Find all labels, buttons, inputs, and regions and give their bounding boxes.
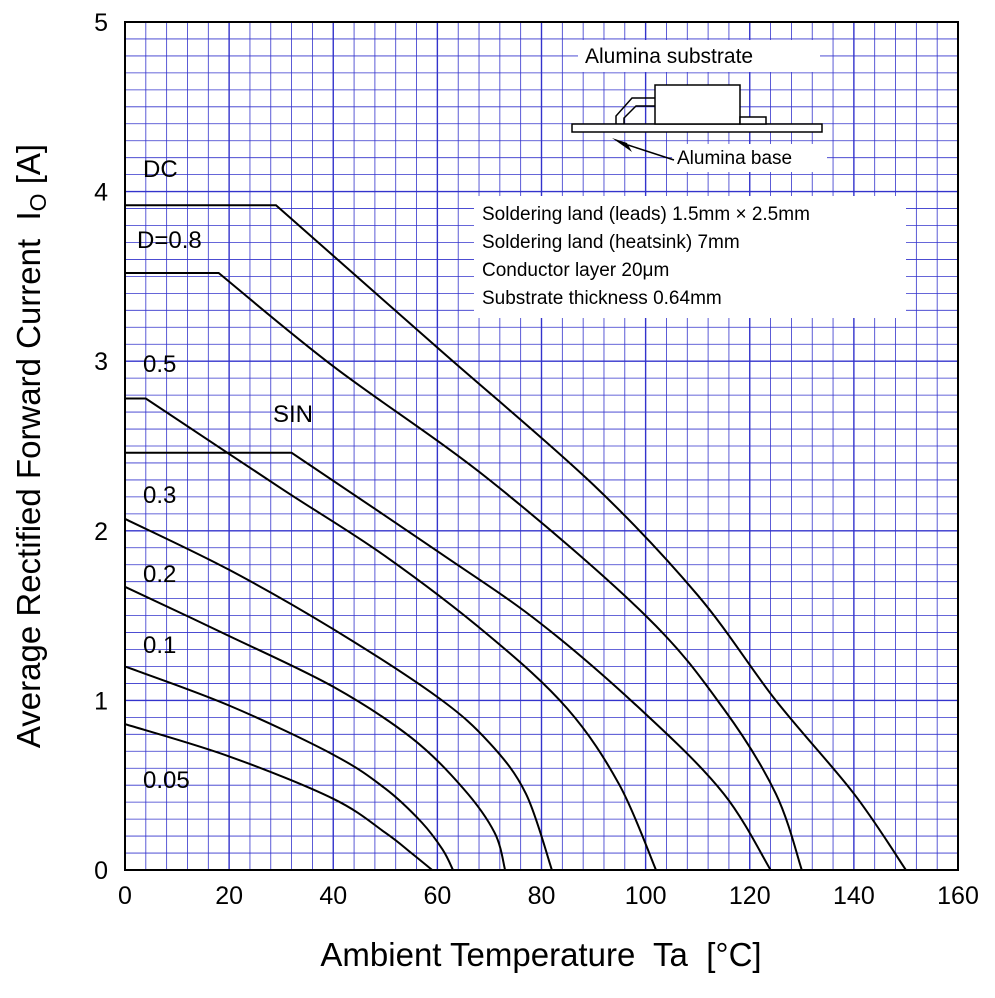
y-tick-label: 2 <box>94 518 108 546</box>
series-line-0-5 <box>125 397 657 871</box>
x-tick-label: 120 <box>729 882 771 910</box>
series-group <box>124 204 907 871</box>
series-line-dc <box>125 204 907 871</box>
x-tick-label: 40 <box>319 882 347 910</box>
x-tick-label: 80 <box>528 882 556 910</box>
x-tick-label: 60 <box>423 882 451 910</box>
x-tick-label: 140 <box>833 882 875 910</box>
plot-grid <box>125 22 958 870</box>
y-axis-label-unit: [A] <box>10 144 47 194</box>
y-tick-label: 5 <box>94 9 108 37</box>
series-line-sin <box>125 451 772 871</box>
condition-leads: Soldering land (leads) 1.5mm × 2.5mm <box>482 204 810 225</box>
y-tick-label: 4 <box>94 179 108 207</box>
condition-heatsink: Soldering land (heatsink) 7mm <box>482 232 740 253</box>
base-pointer-arrow <box>612 138 632 152</box>
curve-label-d03: 0.3 <box>143 482 176 509</box>
curve-label-d02: 0.2 <box>143 561 176 588</box>
x-tick-label: 20 <box>215 882 243 910</box>
base-pointer-line <box>627 144 675 161</box>
y-tick-label: 0 <box>94 857 108 885</box>
heatsink-tab <box>739 116 767 125</box>
x-tick-label: 100 <box>625 882 667 910</box>
y-axis-label-subscript: O <box>25 193 51 211</box>
series-line-0-3 <box>124 518 553 871</box>
x-tick-label: 160 <box>937 882 979 910</box>
curve-label-d01: 0.1 <box>143 632 176 659</box>
x-axis-label: Ambient Temperature Ta [°C] <box>320 936 761 973</box>
y-tick-label: 1 <box>94 687 108 715</box>
tick-labels: 0 20 40 60 80 100 120 140 160 0 1 2 3 4 5 <box>94 9 979 910</box>
series-line-d-0-8 <box>125 272 803 871</box>
alumina-base-plate <box>571 123 823 133</box>
condition-thickness: Substrate thickness 0.64mm <box>482 288 722 309</box>
package-lead <box>615 97 655 124</box>
inset-diagram: Alumina substrate Alumina base <box>571 40 827 172</box>
base-label: Alumina base <box>677 148 792 169</box>
curve-label-d05: 0.5 <box>143 351 176 378</box>
curve-label-sin: SIN <box>273 401 313 428</box>
substrate-label: Alumina substrate <box>585 45 753 68</box>
curve-label-d08: D=0.8 <box>137 227 202 254</box>
conditions-box: Soldering land (leads) 1.5mm × 2.5mm Sol… <box>474 196 906 318</box>
curve-label-d005: 0.05 <box>143 767 190 794</box>
base-label-background <box>672 144 827 172</box>
inset-label-background <box>578 40 820 72</box>
y-axis-label: Average Rectified Forward Current IO [A] <box>10 144 51 748</box>
y-axis-label-main: Average Rectified Forward Current I <box>10 211 47 748</box>
plot-frame <box>124 21 959 871</box>
package-body <box>654 84 741 125</box>
conditions-background <box>474 196 906 318</box>
condition-conductor: Conductor layer 20μm <box>482 260 669 281</box>
y-tick-label: 3 <box>94 348 108 376</box>
curve-label-dc: DC <box>143 156 178 183</box>
series-line-0-2 <box>124 585 507 871</box>
series-line-0-1 <box>124 665 454 871</box>
series-line-0-05 <box>124 723 433 871</box>
x-tick-label: 0 <box>118 882 132 910</box>
